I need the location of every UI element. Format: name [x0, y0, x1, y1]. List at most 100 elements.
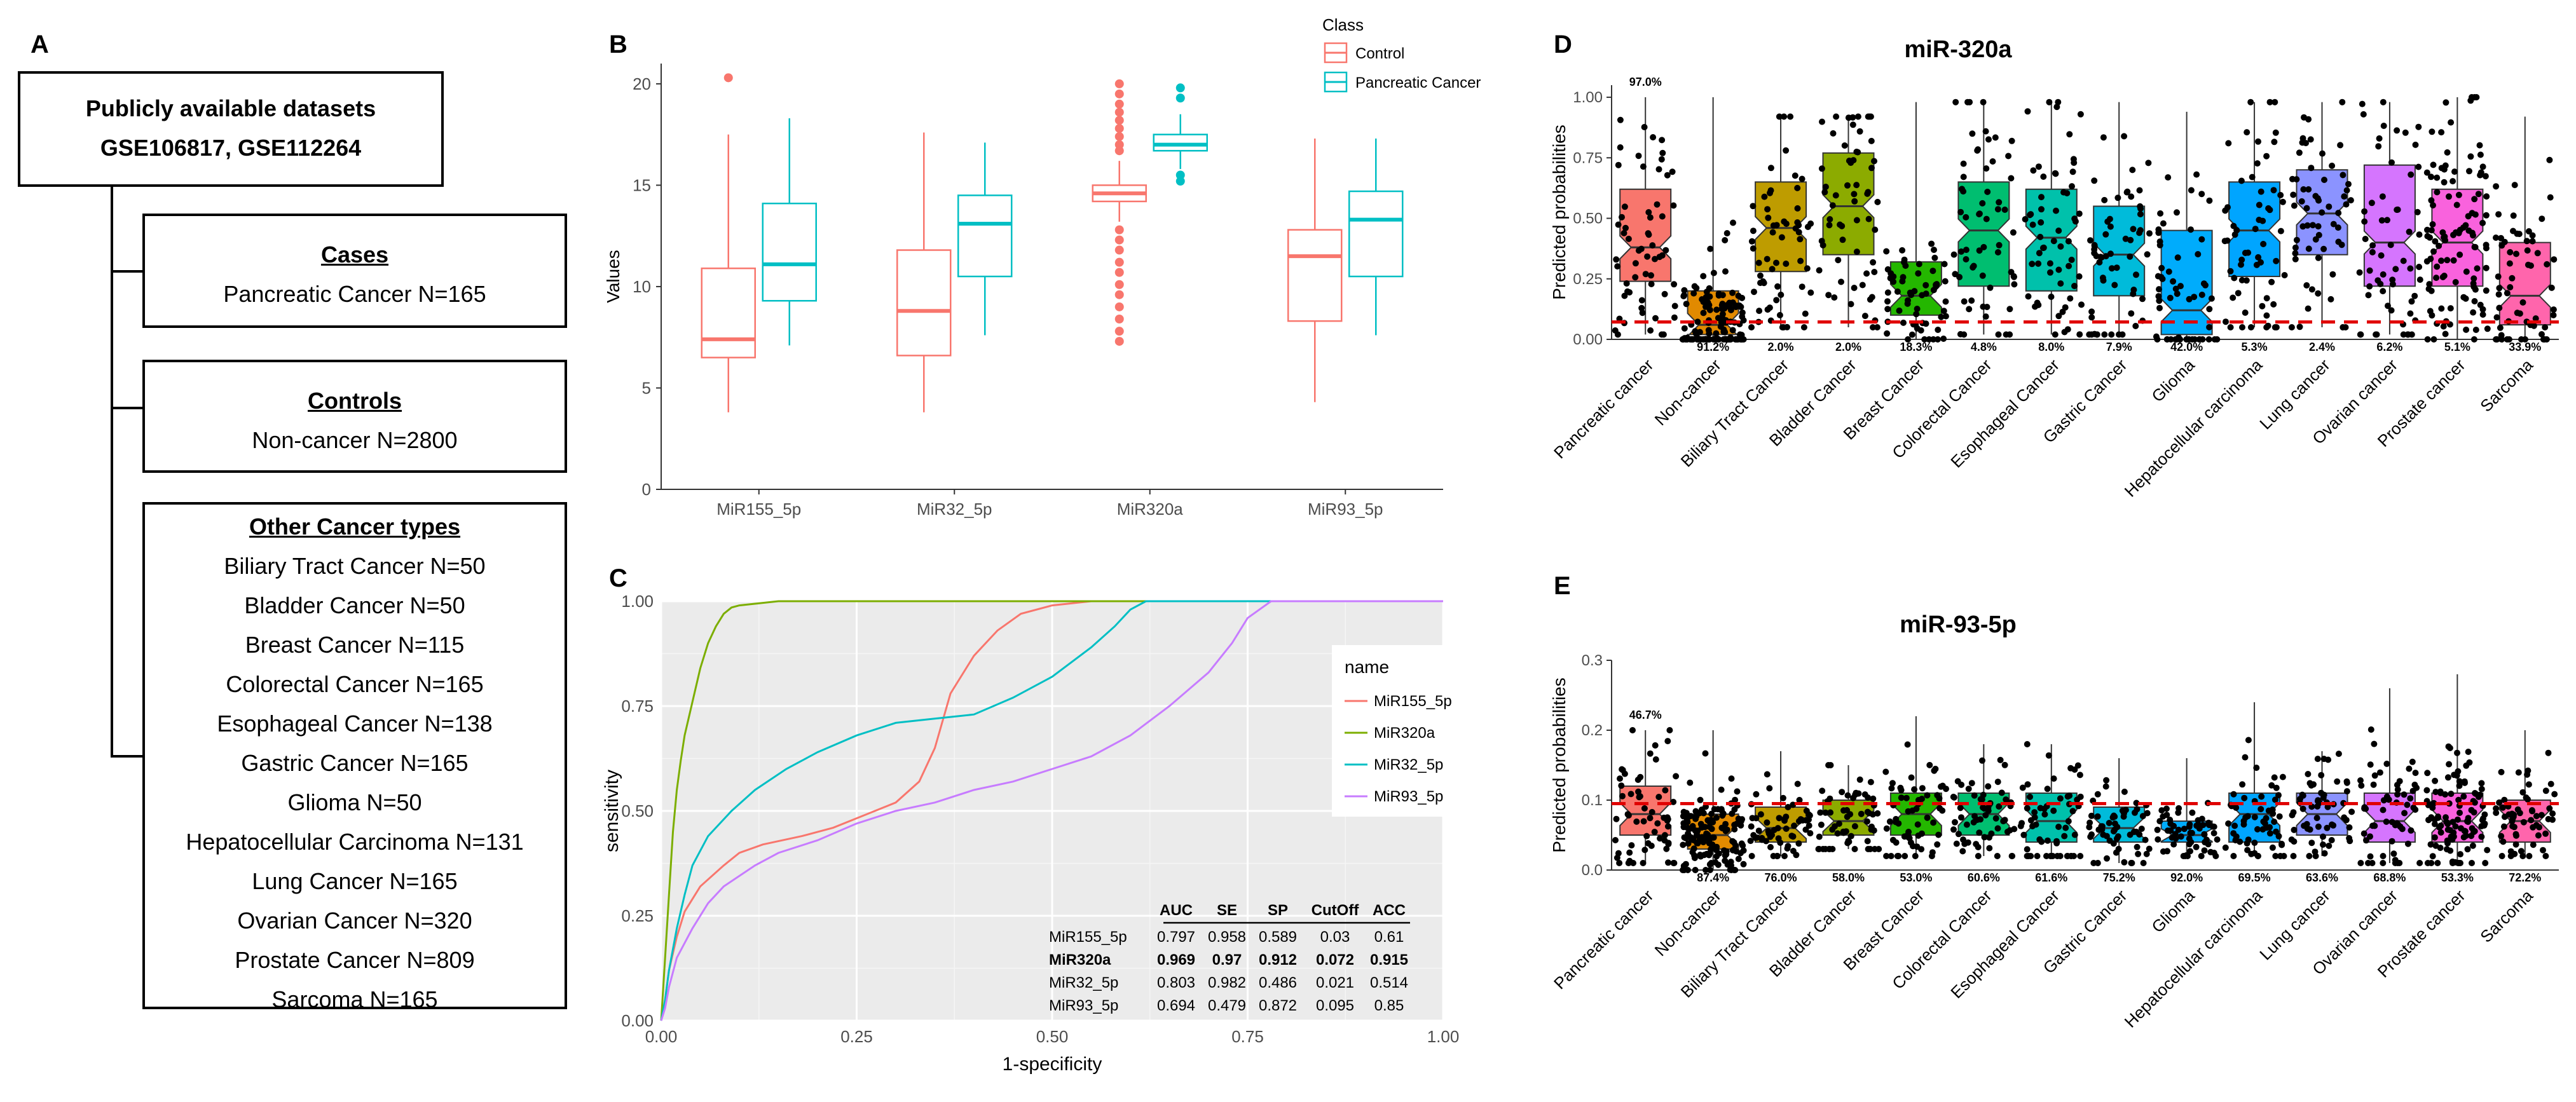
jitter-point: [2035, 163, 2042, 170]
jitter-point: [2428, 197, 2435, 204]
jitter-point: [2479, 163, 2486, 170]
jitter-point: [2003, 796, 2010, 803]
jitter-point: [2496, 285, 2503, 292]
jitter-point: [2177, 283, 2184, 290]
jitter-point: [1807, 289, 1814, 296]
x-tick-label: Glioma: [2148, 355, 2198, 406]
jitter-point: [2470, 275, 2477, 282]
y-tick-label: 10: [633, 277, 651, 296]
jitter-point: [2478, 780, 2485, 787]
jitter-point: [2076, 772, 2083, 779]
jitter-point: [2055, 824, 2062, 830]
jitter-point: [1641, 805, 1648, 812]
jitter-point: [1866, 113, 1873, 120]
box-outlier: [1114, 99, 1124, 109]
jitter-point: [2468, 806, 2475, 813]
jitter-point: [2516, 810, 2523, 817]
table-header: ACC: [1373, 902, 1406, 919]
jitter-point: [2225, 140, 2232, 147]
jitter-point: [2266, 99, 2273, 105]
jitter-point: [2369, 822, 2376, 829]
jitter-point: [2379, 193, 2386, 200]
jitter-point: [2449, 178, 2456, 185]
jitter-point: [1816, 267, 1823, 274]
jitter-point: [2498, 833, 2505, 840]
jitter-point: [2443, 819, 2450, 826]
jitter-point: [1959, 186, 1965, 193]
box-outlier: [1114, 257, 1124, 267]
jitter-point: [2087, 237, 2093, 244]
jitter-point: [1798, 283, 1805, 290]
jitter-point: [1968, 780, 1975, 787]
jitter-point: [1694, 318, 1701, 325]
jitter-point: [1666, 727, 1673, 733]
jitter-point: [2259, 303, 2266, 310]
jitter-point: [2538, 215, 2545, 222]
jitter-point: [2542, 787, 2549, 794]
jitter-point: [2544, 261, 2551, 268]
jitter-point: [2258, 793, 2265, 800]
jitter-point: [2251, 813, 2258, 820]
jitter-point: [2449, 860, 2456, 866]
jitter-point: [1702, 824, 1708, 831]
jitter-point: [1794, 184, 1801, 191]
box-outlier: [1114, 280, 1124, 289]
jitter-point: [2137, 203, 2144, 210]
jitter-point: [2444, 826, 2451, 833]
jitter-point: [2160, 848, 2167, 855]
table-cell: 0.915: [1370, 951, 1408, 969]
jitter-point: [1856, 128, 1863, 135]
jitter-point: [1685, 840, 1692, 847]
jitter-point: [2519, 299, 2526, 306]
jitter-point: [1641, 124, 1648, 130]
jitter-point: [2158, 807, 2165, 814]
jitter-point: [1883, 248, 1890, 255]
jitter-point: [1994, 853, 2001, 859]
jitter-point: [1924, 814, 1931, 821]
box-outlier: [1114, 124, 1124, 133]
jitter-point: [2335, 751, 2342, 758]
jitter-point: [2469, 842, 2476, 849]
jitter-point: [1681, 292, 1687, 299]
jitter-point: [2245, 836, 2252, 843]
jitter-point: [2396, 778, 2403, 785]
jitter-point: [1633, 818, 1640, 825]
legend-label: MiR155_5p: [1374, 693, 1452, 710]
box-body: [1822, 152, 1875, 255]
jitter-point: [1982, 128, 1989, 135]
jitter-point: [1867, 779, 1874, 786]
jitter-point: [2156, 286, 2162, 293]
jitter-point: [1704, 831, 1711, 838]
jitter-point: [1940, 308, 1947, 315]
jitter-point: [1861, 313, 1868, 320]
jitter-point: [1732, 336, 1739, 343]
jitter-point: [2010, 229, 2017, 236]
jitter-point: [2088, 308, 2095, 315]
jitter-point: [2406, 765, 2413, 772]
jitter-point: [2054, 853, 2061, 859]
jitter-point: [1992, 815, 1999, 822]
jitter-point: [1938, 313, 1945, 320]
percent-label: 2.0%: [1768, 341, 1794, 353]
jitter-point: [2278, 840, 2285, 847]
jitter-point: [2495, 273, 2502, 280]
jitter-point: [2425, 285, 2432, 292]
y-tick-label: 0.50: [1573, 210, 1603, 228]
jitter-point: [1727, 304, 1734, 311]
jitter-point: [2388, 819, 2395, 826]
jitter-point: [1871, 158, 1877, 165]
jitter-point: [2198, 191, 2205, 198]
jitter-point: [2254, 160, 2261, 167]
jitter-point: [2269, 844, 2276, 851]
jitter-point: [1664, 823, 1671, 830]
jitter-point: [2542, 830, 2549, 837]
jitter-point: [2065, 238, 2072, 245]
jitter-point: [1662, 247, 1669, 254]
jitter-point: [2408, 171, 2415, 178]
jitter-point: [2128, 310, 2135, 317]
jitter-point: [2326, 842, 2333, 849]
jitter-point: [2501, 796, 2508, 803]
jitter-point: [2463, 762, 2470, 769]
jitter-point: [1729, 289, 1736, 296]
jitter-point: [1853, 217, 1860, 224]
